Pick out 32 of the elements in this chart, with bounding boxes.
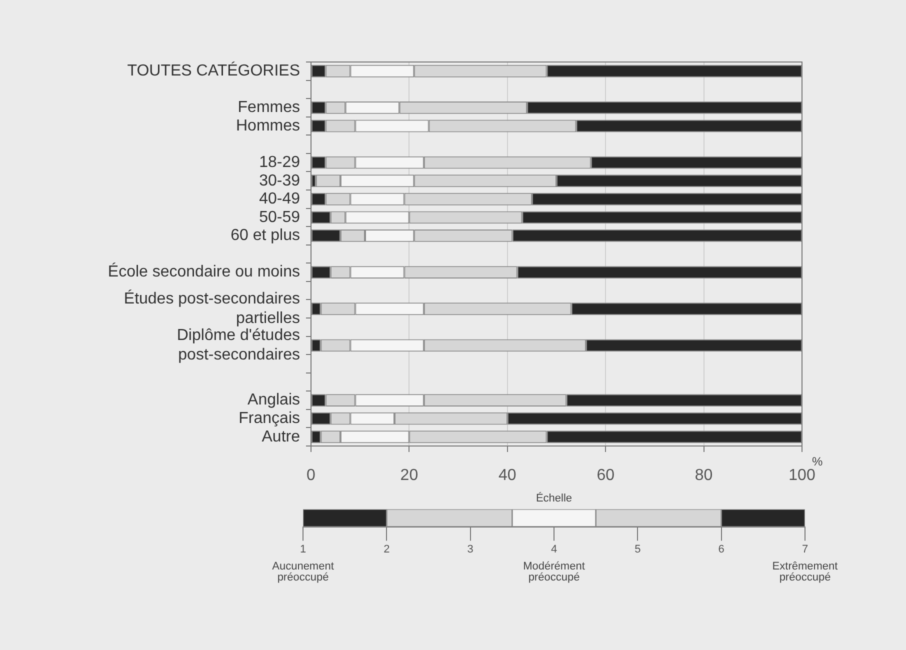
y-tick-label: Autre: [262, 428, 300, 446]
y-tick-label: Français: [238, 410, 300, 427]
x-tick-label: 1: [300, 543, 306, 556]
y-tick-label: 40-49: [259, 190, 300, 208]
x-tick-label: 6: [718, 543, 724, 556]
y-tick-label: Diplôme d'études post-secondaires: [176, 327, 300, 364]
x-tick-label: 4: [550, 543, 558, 556]
y-tick-label: Femmes: [238, 99, 300, 116]
annotation: Extrêmement préoccupé: [772, 560, 838, 584]
annotation: Modérément préoccupé: [523, 560, 585, 584]
x-tick-label: 60: [596, 467, 615, 484]
y-tick-label: Anglais: [248, 392, 300, 409]
x-tick-label: 20: [400, 467, 418, 484]
annotation: Aucunement préoccupé: [272, 560, 334, 584]
y-tick-label: Études post-secondaires partielles: [124, 290, 300, 327]
x-tick-label: 100: [788, 467, 816, 484]
x-tick-label: 80: [694, 467, 713, 484]
x-axis-title: %: [812, 454, 823, 468]
x-tick-label: 5: [634, 543, 641, 556]
y-tick-label: TOUTES CATÉGORIES: [127, 62, 300, 80]
y-tick-label: 60 et plus: [230, 227, 300, 244]
x-tick-label: 3: [467, 543, 474, 556]
x-tick-label: 7: [802, 543, 808, 556]
y-tick-label: 30-39: [259, 172, 300, 190]
y-tick-label: École secondaire ou moins: [108, 262, 300, 281]
y-tick-label: 18-29: [259, 154, 300, 171]
chart-title: Échelle: [536, 492, 572, 505]
y-tick-label: Hommes: [236, 117, 300, 134]
y-tick-label: 50-59: [259, 208, 300, 226]
x-tick-label: 0: [306, 467, 316, 484]
x-tick-label: 2: [384, 543, 390, 556]
x-tick-label: 40: [498, 467, 516, 484]
